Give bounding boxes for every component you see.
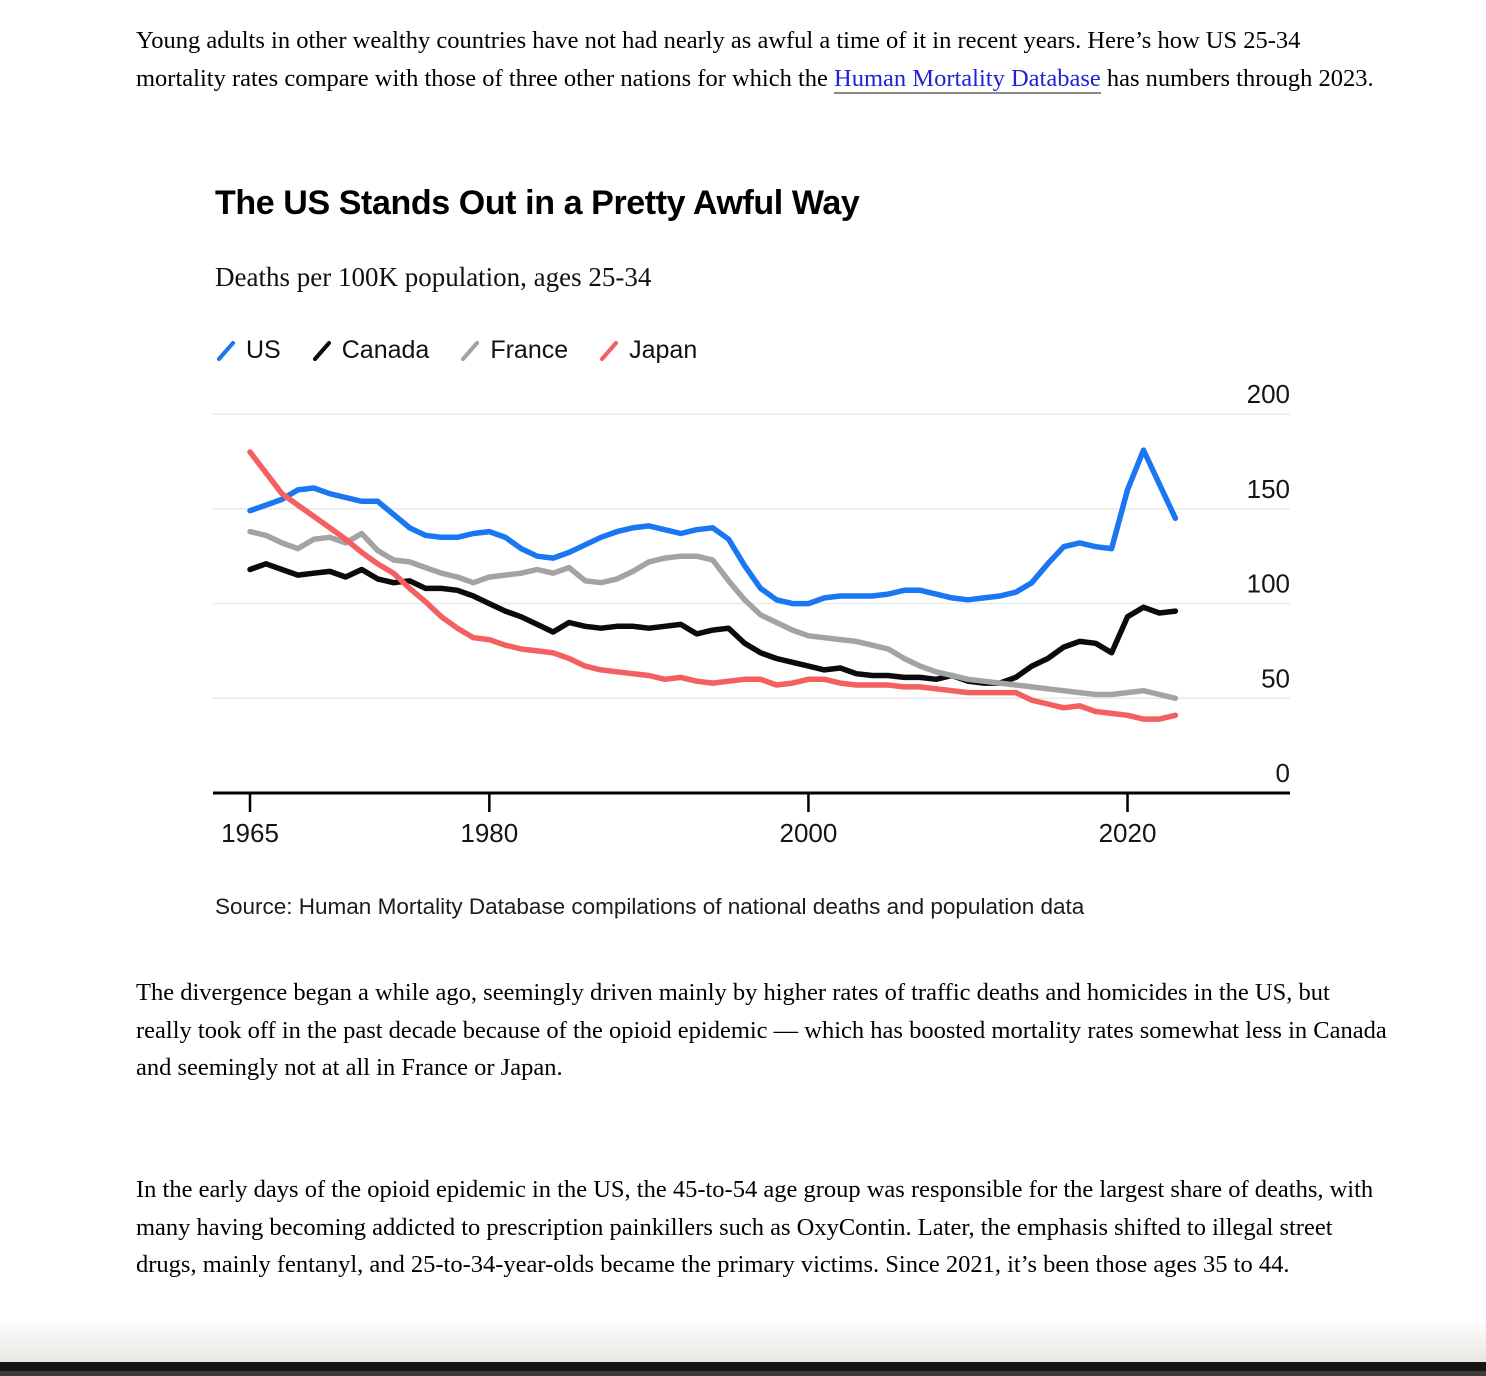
legend-slash-icon: [312, 340, 331, 361]
chart-title: The US Stands Out in a Pretty Awful Way: [215, 184, 860, 222]
legend-item-japan: Japan: [598, 336, 697, 365]
window-edge-strip: [0, 1371, 1486, 1376]
intro-paragraph: Young adults in other wealthy countries …: [136, 22, 1388, 97]
chart-subtitle: Deaths per 100K population, ages 25-34: [215, 262, 652, 292]
legend-slash-icon: [461, 340, 480, 361]
legend-label: Japan: [629, 336, 698, 364]
intro-text-after-link: has numbers through 2023.: [1100, 64, 1374, 92]
legend-slash-icon: [600, 340, 619, 361]
body-paragraph-divergence: The divergence began a while ago, seemin…: [136, 979, 1387, 1081]
x-axis-label-1980: 1980: [460, 818, 518, 848]
y-axis-label-100: 100: [1247, 569, 1290, 599]
y-axis-label-200: 200: [1247, 379, 1290, 409]
legend-label: France: [490, 336, 569, 364]
body-paragraph-opioid: In the early days of the opioid epidemic…: [136, 1176, 1374, 1278]
intro-text-before-link: Young adults in other wealthy countries …: [136, 27, 1301, 92]
legend-label: US: [246, 336, 281, 364]
line-chart: 0 50 100 150 200 1965 1980 2000 2020: [213, 379, 1290, 848]
legend-slash-icon: [217, 340, 235, 361]
legend-item-france: France: [459, 336, 568, 365]
chart-source: Source: Human Mortality Database compila…: [215, 894, 1085, 919]
y-axis-label-0: 0: [1276, 758, 1290, 788]
legend-label: Canada: [341, 336, 430, 364]
window-edge-bar: [0, 1362, 1486, 1371]
us-line: [247, 447, 1179, 607]
bottom-gradient: [0, 1318, 1486, 1362]
mortality-chart-block: The US Stands Out in a Pretty Awful Way …: [213, 184, 1290, 919]
france-line: [247, 528, 1179, 702]
y-axis-label-50: 50: [1261, 663, 1290, 693]
x-axis-label-1965: 1965: [221, 818, 279, 848]
y-axis-label-150: 150: [1247, 474, 1290, 504]
chart-legend: US Canada France Japan: [215, 336, 697, 365]
x-axis-label-2020: 2020: [1099, 818, 1157, 848]
x-axis-label-2000: 2000: [780, 818, 838, 848]
legend-item-canada: Canada: [311, 336, 430, 365]
japan-line: [247, 449, 1179, 722]
human-mortality-database-link[interactable]: Human Mortality Database: [834, 64, 1101, 94]
canada-line: [247, 561, 1179, 686]
legend-item-us: US: [215, 336, 281, 365]
